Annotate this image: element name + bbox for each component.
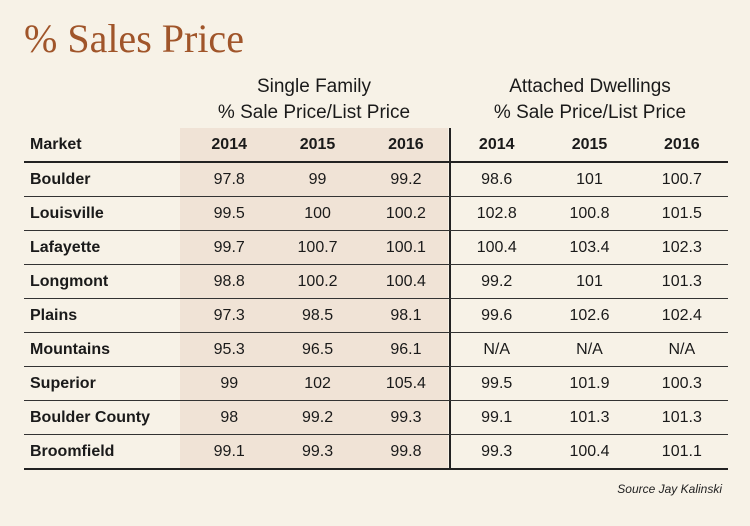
table-cell: 100.4 bbox=[361, 264, 451, 299]
header-row: Market 2014 2015 2016 2014 2015 2016 bbox=[24, 128, 728, 163]
table-cell: 98.1 bbox=[361, 298, 451, 333]
table-cell: 99.7 bbox=[185, 230, 274, 265]
market-name: Boulder County bbox=[24, 400, 186, 435]
table-row: Mountains 95.3 96.5 96.1 N/A N/A N/A bbox=[24, 332, 728, 367]
column-header-market: Market bbox=[24, 128, 186, 163]
attached-dwellings-subtitle: % Sale Price/List Price bbox=[493, 102, 687, 123]
table-cell: 98.8 bbox=[185, 264, 274, 299]
table-cell: 102.8 bbox=[450, 196, 544, 231]
column-header-sf-2015: 2015 bbox=[273, 128, 362, 163]
attached-dwellings-title: Attached Dwellings bbox=[509, 76, 671, 97]
table-cell: 99.5 bbox=[450, 366, 544, 401]
column-header-ad-2015: 2015 bbox=[543, 128, 636, 163]
single-family-subtitle: % Sale Price/List Price bbox=[217, 102, 411, 123]
table-cell: 99.3 bbox=[273, 434, 362, 470]
table-cell: 97.3 bbox=[185, 298, 274, 333]
table-cell: 101.3 bbox=[635, 400, 728, 435]
table-cell: 101.9 bbox=[543, 366, 636, 401]
table-cell: 105.4 bbox=[361, 366, 451, 401]
market-name: Mountains bbox=[24, 332, 186, 367]
table-cell: 99 bbox=[185, 366, 274, 401]
market-name: Plains bbox=[24, 298, 186, 333]
page-title: % Sales Price bbox=[24, 16, 244, 61]
table-cell: 97.8 bbox=[185, 162, 274, 197]
table-row: Boulder 97.8 99 99.2 98.6 101 100.7 bbox=[24, 162, 728, 197]
column-header-ad-2016: 2016 bbox=[635, 128, 728, 163]
table-cell: 101.1 bbox=[635, 434, 728, 470]
table-cell: 100.3 bbox=[635, 366, 728, 401]
table-cell: 101.3 bbox=[635, 264, 728, 299]
table-cell: 100.2 bbox=[361, 196, 451, 231]
table-cell: 99 bbox=[273, 162, 362, 197]
column-header-sf-2014: 2014 bbox=[185, 128, 274, 163]
table-cell: 102.4 bbox=[635, 298, 728, 333]
market-name: Lafayette bbox=[24, 230, 186, 265]
table-cell: N/A bbox=[450, 332, 544, 367]
attached-dwellings-header: Attached Dwellings % Sale Price/List Pri… bbox=[452, 74, 728, 126]
table-cell: 102.3 bbox=[635, 230, 728, 265]
sales-price-table: Market 2014 2015 2016 2014 2015 2016 Bou… bbox=[24, 128, 728, 470]
table-cell: 99.5 bbox=[185, 196, 274, 231]
table-cell: 102 bbox=[273, 366, 362, 401]
table-row: Broomfield 99.1 99.3 99.8 99.3 100.4 101.1 bbox=[24, 434, 728, 470]
table-cell: 102.6 bbox=[543, 298, 636, 333]
table-cell: 98.5 bbox=[273, 298, 362, 333]
market-name: Longmont bbox=[24, 264, 186, 299]
column-header-sf-2016: 2016 bbox=[361, 128, 451, 163]
table-row: Superior 99 102 105.4 99.5 101.9 100.3 bbox=[24, 366, 728, 401]
table-cell: 98 bbox=[185, 400, 274, 435]
table-cell: N/A bbox=[543, 332, 636, 367]
table-cell: 96.5 bbox=[273, 332, 362, 367]
table-cell: 100.8 bbox=[543, 196, 636, 231]
table-cell: 99.2 bbox=[361, 162, 451, 197]
table-cell: 100.4 bbox=[450, 230, 544, 265]
table-cell: 103.4 bbox=[543, 230, 636, 265]
table-cell: N/A bbox=[635, 332, 728, 367]
table-cell: 101 bbox=[543, 162, 636, 197]
market-name: Louisville bbox=[24, 196, 186, 231]
table-cell: 100 bbox=[273, 196, 362, 231]
table-cell: 95.3 bbox=[185, 332, 274, 367]
column-header-ad-2014: 2014 bbox=[450, 128, 544, 163]
table-row: Lafayette 99.7 100.7 100.1 100.4 103.4 102.3 bbox=[24, 230, 728, 265]
table-cell: 99.2 bbox=[273, 400, 362, 435]
market-name: Boulder bbox=[24, 162, 186, 197]
table-cell: 100.4 bbox=[543, 434, 636, 470]
table-row: Longmont 98.8 100.2 100.4 99.2 101 101.3 bbox=[24, 264, 728, 299]
table-cell: 99.8 bbox=[361, 434, 451, 470]
table-cell: 99.3 bbox=[361, 400, 451, 435]
table-cell: 99.1 bbox=[450, 400, 544, 435]
market-name: Broomfield bbox=[24, 434, 186, 470]
table-cell: 100.1 bbox=[361, 230, 451, 265]
table-row: Louisville 99.5 100 100.2 102.8 100.8 101.5 bbox=[24, 196, 728, 231]
single-family-header: Single Family % Sale Price/List Price bbox=[180, 74, 448, 126]
table-cell: 99.6 bbox=[450, 298, 544, 333]
table-cell: 98.6 bbox=[450, 162, 544, 197]
single-family-title: Single Family bbox=[256, 76, 372, 97]
market-name: Superior bbox=[24, 366, 186, 401]
table-row: Boulder County 98 99.2 99.3 99.1 101.3 101.3 bbox=[24, 400, 728, 435]
table-cell: 101 bbox=[543, 264, 636, 299]
table-cell: 100.7 bbox=[635, 162, 728, 197]
table-cell: 100.7 bbox=[273, 230, 362, 265]
table-cell: 101.5 bbox=[635, 196, 728, 231]
table-cell: 99.2 bbox=[450, 264, 544, 299]
table-cell: 96.1 bbox=[361, 332, 451, 367]
table-row: Plains 97.3 98.5 98.1 99.6 102.6 102.4 bbox=[24, 298, 728, 333]
table-cell: 101.3 bbox=[543, 400, 636, 435]
table-cell: 100.2 bbox=[273, 264, 362, 299]
table-cell: 99.1 bbox=[185, 434, 274, 470]
table-cell: 99.3 bbox=[450, 434, 544, 470]
source-credit: Source Jay Kalinski bbox=[617, 482, 722, 496]
